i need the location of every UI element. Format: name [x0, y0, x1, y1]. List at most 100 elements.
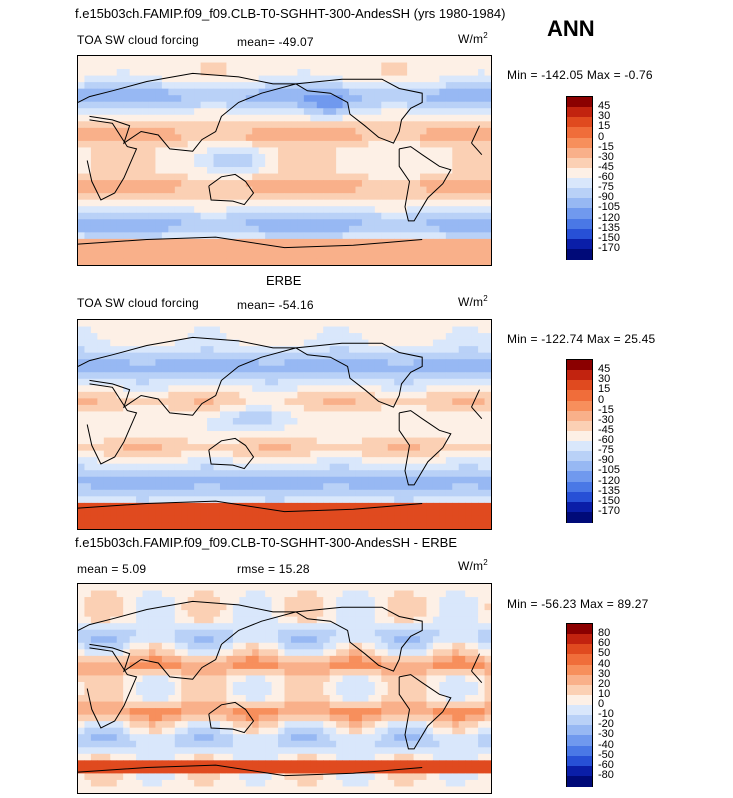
map-cell	[290, 225, 298, 233]
map-cell	[258, 509, 266, 517]
map-cell	[407, 603, 414, 611]
map-cell	[90, 463, 98, 471]
map-cell	[342, 450, 350, 458]
map-cell	[271, 411, 279, 419]
map-cell	[329, 522, 337, 529]
map-cell	[478, 391, 485, 399]
map-cell	[103, 424, 111, 432]
map-cell	[168, 127, 176, 135]
map-cell	[174, 496, 182, 504]
map-cell	[387, 359, 395, 367]
map-cell	[90, 352, 98, 360]
map-cell	[316, 251, 324, 259]
map-cell	[97, 352, 105, 360]
map-cell	[232, 489, 240, 497]
map-cell	[168, 437, 176, 445]
map-cell	[97, 140, 105, 148]
map-cell	[278, 629, 285, 637]
map-cell	[310, 238, 318, 246]
map-cell	[310, 437, 318, 445]
map-cell	[97, 121, 105, 129]
map-cell	[245, 450, 253, 458]
map-cell	[258, 238, 266, 246]
map-cell	[284, 56, 292, 63]
map-cell	[155, 502, 163, 510]
map-cell	[439, 584, 447, 591]
map-cell	[452, 483, 460, 491]
map-cell	[258, 404, 266, 412]
map-cell	[142, 352, 150, 360]
map-cell	[258, 437, 266, 445]
map-cell	[97, 424, 105, 432]
map-cell	[239, 121, 247, 129]
map-cell	[361, 616, 369, 624]
map-cell	[207, 62, 214, 70]
map-cell	[213, 167, 221, 174]
map-cell	[420, 502, 427, 510]
map-cell	[110, 444, 118, 452]
map-cell	[310, 584, 318, 591]
map-cell	[278, 339, 285, 347]
map-cell	[297, 193, 305, 201]
map-cell	[174, 372, 182, 380]
map-cell	[239, 359, 247, 367]
map-cell	[97, 69, 105, 76]
map-cell	[90, 431, 98, 438]
map-cell	[297, 629, 305, 637]
map-cell	[432, 193, 440, 201]
colorbar-segment	[567, 188, 592, 199]
map-cell	[194, 75, 202, 83]
map-cell	[342, 522, 350, 529]
map-cell	[207, 95, 214, 103]
map-cell	[297, 75, 305, 83]
map-cell	[336, 134, 343, 142]
map-cell	[213, 127, 221, 135]
map-cell	[90, 398, 98, 406]
map-cell	[471, 359, 479, 367]
map-cell	[368, 186, 376, 194]
map-cell	[252, 147, 260, 155]
map-cell	[187, 502, 195, 510]
map-cell	[90, 339, 98, 347]
map-cell	[284, 431, 292, 438]
map-cell	[361, 193, 369, 201]
map-cell	[452, 590, 460, 598]
map-cell	[394, 212, 402, 220]
map-cell	[200, 160, 208, 168]
map-cell	[484, 114, 491, 122]
map-cell	[484, 655, 491, 663]
map-cell	[168, 114, 176, 122]
map-cell	[181, 153, 189, 161]
map-cell	[471, 88, 479, 96]
map-cell	[420, 372, 427, 380]
map-cell	[458, 424, 466, 432]
map-cell	[290, 483, 298, 491]
map-cell	[297, 398, 305, 406]
map-cell	[478, 616, 485, 624]
map-cell	[432, 88, 440, 96]
map-cell	[471, 597, 479, 604]
map-cell	[361, 522, 369, 529]
colorbar-tick-label: -60	[598, 171, 614, 183]
map-cell	[232, 623, 240, 631]
map-cell	[168, 411, 176, 419]
map-cell	[142, 616, 150, 624]
map-cell	[420, 404, 427, 412]
map-cell	[181, 502, 189, 510]
map-cell	[420, 127, 427, 135]
map-cell	[471, 339, 479, 347]
colorbar-segment	[567, 238, 592, 250]
map-cell	[465, 365, 473, 373]
map-cell	[265, 522, 272, 529]
map-cell	[426, 206, 434, 214]
map-cell	[323, 69, 331, 76]
map-cell	[97, 160, 105, 168]
map-cell	[219, 339, 227, 347]
map-cell	[265, 251, 272, 259]
colorbar-segment	[567, 218, 592, 230]
map-cell	[148, 101, 156, 109]
map-cell	[471, 232, 479, 240]
map-cell	[103, 365, 111, 373]
map-cell	[329, 603, 337, 611]
map-cell	[97, 584, 105, 591]
